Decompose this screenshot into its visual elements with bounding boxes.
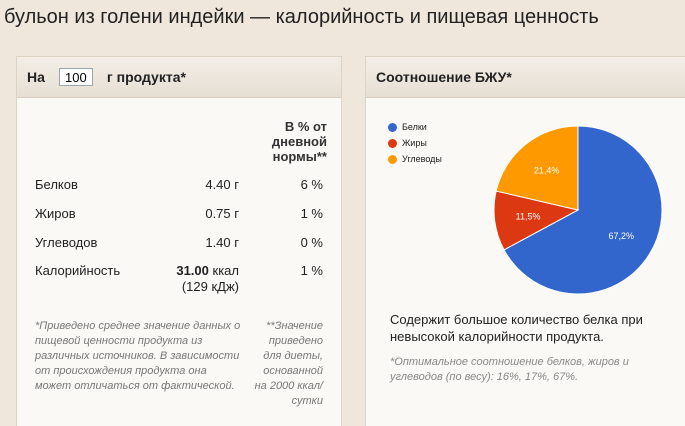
calories-label: Калорийность xyxy=(35,263,121,278)
optimal-ratio-note: *Оптимальное соотношение белков, жиров и… xyxy=(390,356,629,383)
legend-label-protein: Белки xyxy=(402,122,427,132)
nutrient-pct: 1 % xyxy=(300,206,323,221)
nutrition-panel: На г продукта* В % от дневной нормы** Бе… xyxy=(16,56,342,426)
calories-kcal: 31.00 ккал xyxy=(176,263,239,278)
header-prefix: На xyxy=(27,69,45,85)
legend-item-carbs: Углеводы xyxy=(388,151,442,167)
daily-pct-header: В % от дневной нормы** xyxy=(271,119,327,164)
nutrient-label: Жиров xyxy=(35,206,76,221)
nutrient-pct: 0 % xyxy=(300,235,323,250)
nutrient-value: 1.40 г xyxy=(205,235,239,250)
header-suffix: г продукта* xyxy=(106,69,186,85)
legend-label-carbs: Углеводы xyxy=(402,154,442,164)
legend-swatch-protein xyxy=(388,122,397,132)
product-description: Содержит большое количество белка при не… xyxy=(390,312,643,344)
pie-slice-carbs xyxy=(495,125,579,211)
macro-panel-title: Соотношение БЖУ* xyxy=(366,57,685,98)
daily-value-footnote: **Значение приведено для диеты, основанн… xyxy=(254,320,323,407)
nutrient-value: 0.75 г xyxy=(205,206,239,221)
legend-label-fat: Жиры xyxy=(402,138,427,148)
legend-swatch-fat xyxy=(388,138,397,148)
nutrient-pct: 6 % xyxy=(300,177,323,192)
pie-label-protein: 67,2% xyxy=(609,231,635,241)
calories-kj: (129 кДж) xyxy=(181,279,239,294)
source-footnote: *Приведено среднее значение данных о пищ… xyxy=(35,320,241,392)
macro-panel: Соотношение БЖУ* Белки Жиры Углеводы 67,… xyxy=(365,56,685,426)
legend-swatch-carbs xyxy=(388,154,397,164)
calories-pct: 1 % xyxy=(300,263,323,278)
nutrient-row-calories: Калорийность 31.00 ккал (129 кДж) 1 % xyxy=(17,263,341,297)
macro-pie-chart: 67,2% 11,5% 21,4% xyxy=(493,125,663,295)
legend-item-protein: Белки xyxy=(388,119,442,135)
calories-kcal-value: 31.00 xyxy=(176,263,209,278)
nutrient-row-protein: Белков 4.40 г 6 % xyxy=(17,177,341,193)
nutrition-header: На г продукта* xyxy=(17,57,341,98)
legend-item-fat: Жиры xyxy=(388,135,442,151)
pie-slice-protein xyxy=(503,125,663,295)
nutrient-row-carbs: Углеводов 1.40 г 0 % xyxy=(17,235,341,251)
chart-legend: Белки Жиры Углеводы xyxy=(388,119,442,167)
calories-kcal-unit: ккал xyxy=(212,263,239,278)
pie-label-fat: 11,5% xyxy=(516,212,541,222)
nutrient-value: 4.40 г xyxy=(205,177,239,192)
page-title: бульон из голени индейки — калорийность … xyxy=(4,6,599,28)
nutrient-label: Углеводов xyxy=(35,235,98,250)
nutrient-label: Белков xyxy=(35,177,78,192)
quantity-input[interactable] xyxy=(58,68,93,86)
pie-label-carbs: 21,4% xyxy=(534,166,560,176)
nutrient-row-fat: Жиров 0.75 г 1 % xyxy=(17,206,341,222)
